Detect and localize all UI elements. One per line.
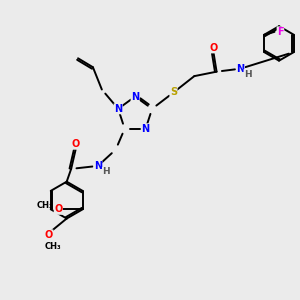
Text: O: O — [209, 43, 218, 53]
Text: O: O — [54, 204, 62, 214]
Text: S: S — [170, 88, 177, 98]
Text: CH₃: CH₃ — [37, 201, 53, 210]
Text: N: N — [114, 104, 122, 114]
Text: N: N — [236, 64, 244, 74]
Text: H: H — [102, 167, 110, 176]
Text: N: N — [142, 124, 150, 134]
Text: CH₃: CH₃ — [45, 242, 62, 251]
Text: O: O — [71, 139, 80, 149]
Text: F: F — [277, 27, 284, 37]
Text: N: N — [94, 161, 102, 171]
Text: O: O — [45, 230, 53, 240]
Text: N: N — [131, 92, 139, 101]
Text: H: H — [244, 70, 252, 79]
